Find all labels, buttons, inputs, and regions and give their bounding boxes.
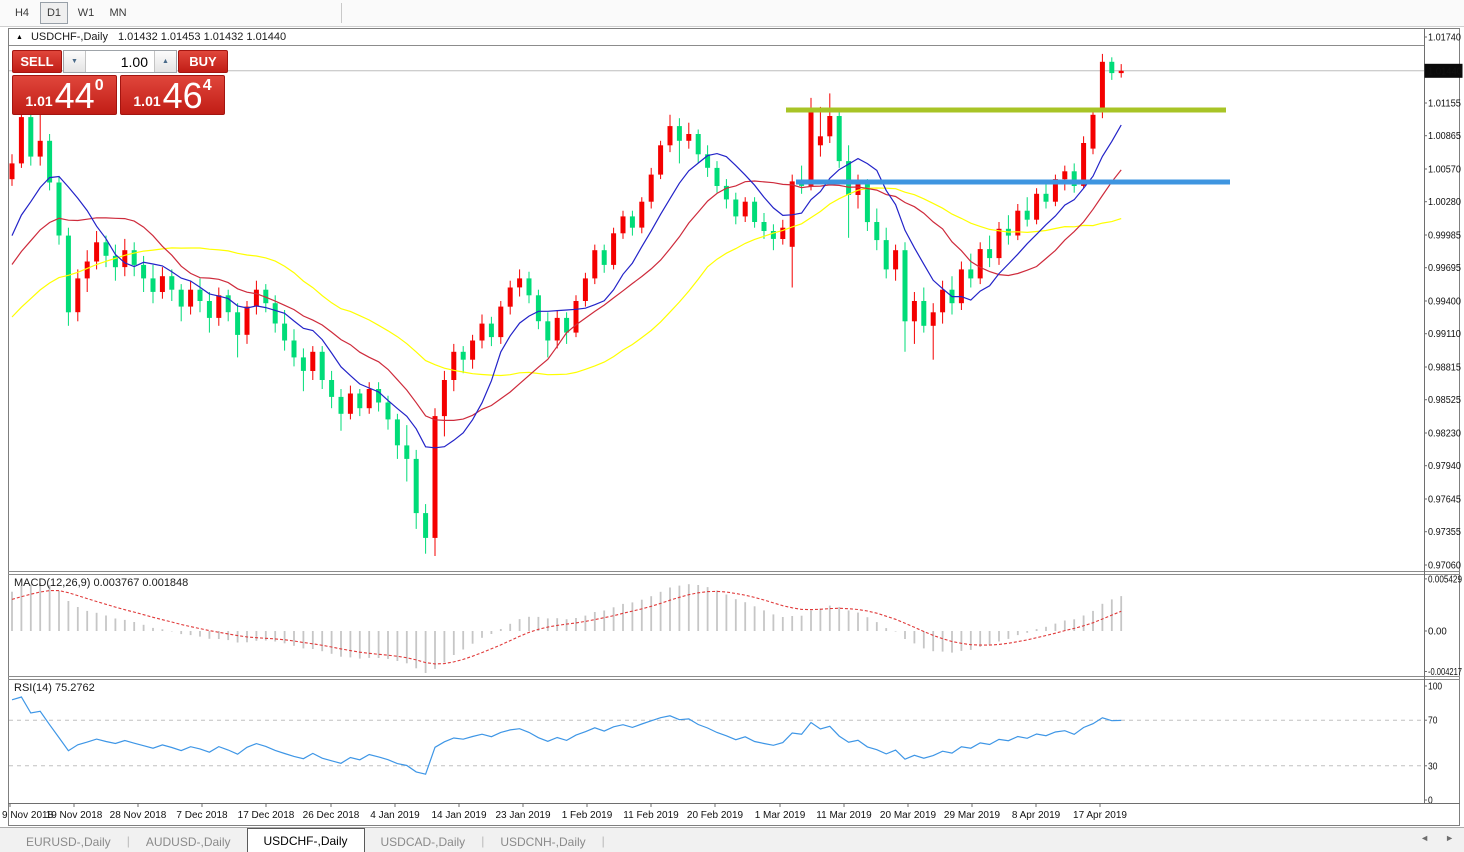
svg-text:14 Jan 2019: 14 Jan 2019 xyxy=(431,810,486,821)
timeframe-h4-button[interactable]: H4 xyxy=(14,7,30,19)
svg-text:0.005429: 0.005429 xyxy=(1428,574,1462,585)
tab-scroll-arrows: ◄ ► xyxy=(1420,833,1454,843)
svg-text:11 Mar 2019: 11 Mar 2019 xyxy=(816,810,872,821)
svg-text:20 Feb 2019: 20 Feb 2019 xyxy=(687,810,744,821)
tab-audusd-daily[interactable]: AUDUSD-,Daily xyxy=(145,835,231,849)
tab-scroll-left-icon[interactable]: ◄ xyxy=(1420,833,1430,843)
tab-usdchf-daily[interactable]: USDCHF-,Daily xyxy=(246,828,365,852)
buy-price-pip: 4 xyxy=(202,77,212,94)
rsi-line xyxy=(11,696,1122,775)
svg-text:70: 70 xyxy=(1428,716,1438,727)
timeframe-w1-button[interactable]: W1 xyxy=(77,7,95,19)
svg-text:26 Dec 2018: 26 Dec 2018 xyxy=(303,810,360,821)
svg-text:7 Dec 2018: 7 Dec 2018 xyxy=(176,810,228,821)
svg-text:0.99695: 0.99695 xyxy=(1428,263,1461,274)
timeframe-mn-button[interactable]: MN xyxy=(109,7,127,19)
chart-ohlc-quotes: 1.01432 1.01453 1.01432 1.01440 xyxy=(117,31,287,43)
timeframe-toolbar: H4 D1 W1 MN xyxy=(0,0,1464,27)
svg-text:4 Jan 2019: 4 Jan 2019 xyxy=(370,810,420,821)
svg-text:1.01155: 1.01155 xyxy=(1428,99,1461,110)
candles xyxy=(9,53,1124,556)
support-ray[interactable] xyxy=(796,179,1230,185)
svg-text:28 Nov 2018: 28 Nov 2018 xyxy=(110,810,167,821)
sell-button[interactable]: SELL xyxy=(12,50,62,73)
tab-eurusd-daily[interactable]: EURUSD-,Daily xyxy=(26,835,111,849)
tab-separator: | xyxy=(126,834,130,848)
macd-indicator-label: MACD(12,26,9) 0.003767 0.001848 xyxy=(14,577,189,589)
sell-price-big: 44 xyxy=(54,75,95,116)
ma-mid-line xyxy=(11,169,1122,421)
volume-stepper: ▼ ▲ xyxy=(63,50,177,73)
svg-text:1.00280: 1.00280 xyxy=(1428,197,1461,208)
one-click-trading-widget: SELL ▼ ▲ BUY 1.01 44 0 1.01 46 4 xyxy=(12,50,228,115)
tab-usdcnh-daily[interactable]: USDCNH-,Daily xyxy=(500,835,586,849)
svg-text:0.98230: 0.98230 xyxy=(1428,429,1461,440)
price-axis-labels: 1.01740 1.01155 1.00865 1.00570 1.00280 0.999… xyxy=(1424,33,1461,572)
volume-input[interactable] xyxy=(86,51,154,72)
svg-text:30: 30 xyxy=(1428,761,1438,772)
svg-text:0.98815: 0.98815 xyxy=(1428,363,1461,374)
svg-text:100: 100 xyxy=(1428,682,1442,693)
ma-slow-line xyxy=(11,187,1122,377)
svg-text:0.97355: 0.97355 xyxy=(1428,527,1461,538)
symbol-tab-bar: EURUSD-,Daily | AUDUSD-,Daily USDCHF-,Da… xyxy=(0,827,1464,852)
svg-text:0.97645: 0.97645 xyxy=(1428,495,1461,506)
macd-histogram xyxy=(11,582,1123,673)
svg-text:29 Mar 2019: 29 Mar 2019 xyxy=(944,810,1001,821)
buy-price-panel[interactable]: 1.01 46 4 xyxy=(120,75,225,115)
tab-separator: | xyxy=(481,834,485,848)
svg-text:17 Dec 2018: 17 Dec 2018 xyxy=(238,810,295,821)
ma-fast-line xyxy=(11,124,1122,449)
tab-separator: | xyxy=(601,834,605,848)
svg-text:17 Apr 2019: 17 Apr 2019 xyxy=(1073,810,1127,821)
svg-text:23 Jan 2019: 23 Jan 2019 xyxy=(495,810,550,821)
rsi-axis-labels: 100 70 30 0 xyxy=(1424,682,1442,807)
svg-text:20 Mar 2019: 20 Mar 2019 xyxy=(880,810,937,821)
chart-title-bar: ▲ USDCHF-,Daily 1.01432 1.01453 1.01432 … xyxy=(9,29,1424,46)
current-price-tag: 1.01440 xyxy=(1424,63,1463,78)
svg-text:1.01740: 1.01740 xyxy=(1428,33,1461,44)
sell-price-prefix: 1.01 xyxy=(25,93,53,109)
volume-increase-icon[interactable]: ▲ xyxy=(154,51,176,72)
resistance-ray[interactable] xyxy=(786,107,1226,113)
svg-text:11 Feb 2019: 11 Feb 2019 xyxy=(623,810,679,821)
chart-window xyxy=(8,28,1460,826)
svg-text:1 Mar 2019: 1 Mar 2019 xyxy=(755,810,806,821)
macd-signal-line xyxy=(11,590,1122,665)
chart-title: USDCHF-,Daily xyxy=(30,31,108,43)
timeframe-d1-button[interactable]: D1 xyxy=(40,2,68,24)
svg-text:1.00865: 1.00865 xyxy=(1428,131,1461,142)
svg-text:1.00570: 1.00570 xyxy=(1428,165,1461,176)
svg-text:9 Nov 2018: 9 Nov 2018 xyxy=(2,810,54,821)
tab-scroll-right-icon[interactable]: ► xyxy=(1445,833,1454,843)
svg-text:0.00: 0.00 xyxy=(1428,627,1447,638)
svg-text:0.97940: 0.97940 xyxy=(1428,461,1461,472)
buy-button[interactable]: BUY xyxy=(178,50,228,73)
svg-text:8 Apr 2019: 8 Apr 2019 xyxy=(1012,810,1061,821)
svg-text:-0.004217: -0.004217 xyxy=(1428,667,1462,678)
svg-text:0: 0 xyxy=(1428,796,1433,807)
svg-text:1 Feb 2019: 1 Feb 2019 xyxy=(562,810,613,821)
svg-text:0.99985: 0.99985 xyxy=(1428,231,1461,242)
svg-text:0.98525: 0.98525 xyxy=(1428,395,1461,406)
tab-usdcad-daily[interactable]: USDCAD-,Daily xyxy=(380,835,466,849)
svg-text:19 Nov 2018: 19 Nov 2018 xyxy=(46,810,103,821)
svg-text:0.97060: 0.97060 xyxy=(1428,561,1461,572)
buy-price-big: 46 xyxy=(162,75,203,116)
svg-text:0.99110: 0.99110 xyxy=(1428,329,1461,340)
collapse-triangle-icon[interactable]: ▲ xyxy=(16,33,23,41)
volume-decrease-icon[interactable]: ▼ xyxy=(64,51,86,72)
sell-price-panel[interactable]: 1.01 44 0 xyxy=(12,75,117,115)
sell-price-pip: 0 xyxy=(94,77,104,94)
macd-axis-labels: 0.005429 0.00 -0.004217 xyxy=(1424,574,1462,678)
svg-text:1.01440: 1.01440 xyxy=(1428,66,1462,77)
rsi-indicator-label: RSI(14) 75.2762 xyxy=(14,682,95,694)
moving-averages xyxy=(11,124,1122,449)
svg-text:0.99400: 0.99400 xyxy=(1428,297,1461,308)
toolbar-separator xyxy=(341,3,342,23)
buy-price-prefix: 1.01 xyxy=(133,93,161,109)
